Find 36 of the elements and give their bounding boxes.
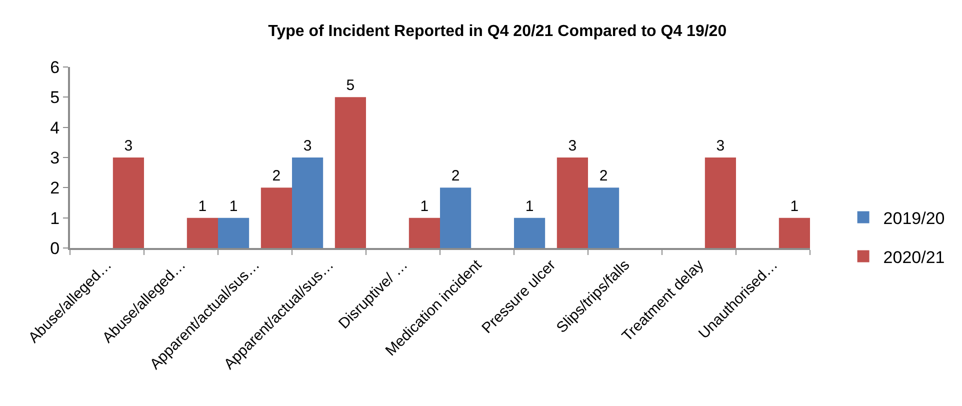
bar [218, 218, 250, 248]
legend-label: 2020/21 [883, 248, 945, 267]
data-label: 3 [303, 138, 312, 154]
data-label: 3 [568, 138, 577, 154]
data-label: 1 [198, 198, 207, 215]
bar [186, 218, 218, 248]
bar [514, 218, 546, 248]
data-label: 1 [790, 198, 799, 215]
bar [408, 218, 440, 248]
bar [588, 188, 620, 248]
bar [556, 158, 588, 248]
data-label: 5 [346, 77, 355, 94]
data-label: 1 [229, 198, 238, 215]
y-tick-label: 0 [50, 238, 60, 258]
data-label: 2 [272, 168, 281, 185]
bar [112, 158, 144, 248]
y-tick-label: 5 [50, 88, 60, 108]
y-tick-label: 1 [50, 208, 60, 228]
bar [334, 97, 366, 248]
data-label: 1 [525, 198, 534, 215]
data-label: 2 [599, 168, 608, 185]
y-tick-label: 4 [50, 118, 60, 138]
y-tick-label: 2 [50, 178, 60, 198]
y-tick-label: 6 [50, 58, 60, 77]
bar [704, 158, 736, 248]
data-label: 2 [451, 168, 460, 185]
bar [292, 158, 324, 248]
bar [778, 218, 810, 248]
chart-title: Type of Incident Reported in Q4 20/21 Compared to Q4 19/20 [268, 23, 727, 40]
bar [260, 188, 292, 248]
data-label: 3 [716, 138, 725, 154]
y-tick-label: 3 [50, 148, 60, 168]
bar [440, 188, 472, 248]
legend-label: 2019/20 [883, 208, 945, 228]
data-label: 1 [420, 198, 429, 215]
data-label: 3 [124, 138, 133, 154]
